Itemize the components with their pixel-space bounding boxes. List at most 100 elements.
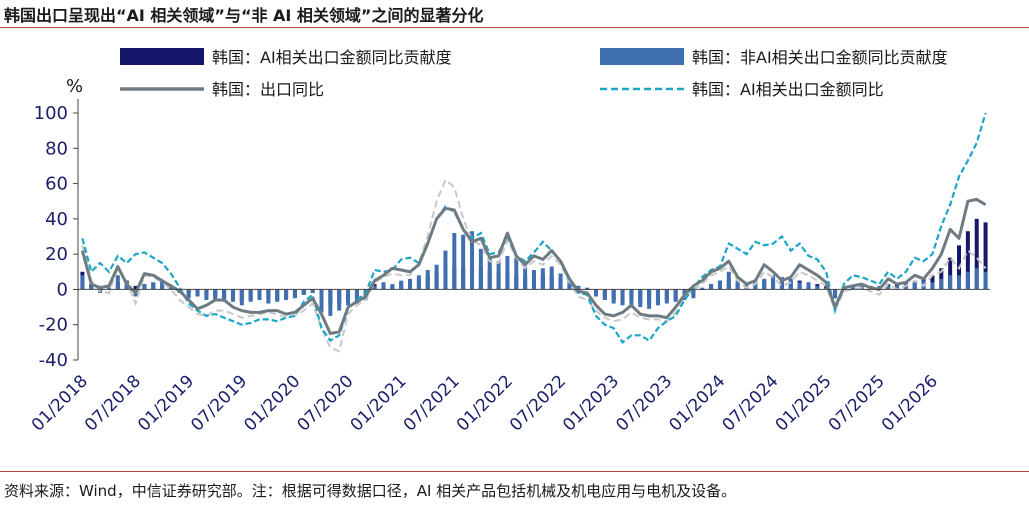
non-ai-bar [824,287,829,290]
non-ai-bar [797,282,802,290]
non-ai-bar [399,280,404,290]
non-ai-bar [115,275,120,290]
non-ai-bar [239,289,244,306]
x-tick-label: 01/2024 [665,371,729,435]
non-ai-bar [965,271,970,290]
y-axis-ticks: 100 80 60 40 20 0 -20 -40 [34,103,78,371]
non-ai-bar [974,268,979,290]
non-ai-bar [602,289,607,301]
non-ai-bar [124,284,129,290]
x-tick-label: 01/2020 [240,371,304,435]
y-tick-label: 60 [45,174,68,195]
x-tick-label: 01/2018 [28,371,92,435]
non-ai-bar [89,285,94,290]
x-tick-label: 07/2020 [294,371,358,435]
non-ai-bar [788,278,793,290]
non-ai-bar [204,289,209,301]
x-tick-label: 07/2022 [506,371,570,435]
non-ai-bar [886,285,891,290]
series-line-ai-export-yoy [81,112,987,345]
non-ai-bar [930,282,935,290]
non-ai-bar [487,257,492,290]
source-note: 资料来源：Wind，中信证券研究部。注：根据可得数据口径，AI 相关产品包括机械… [4,482,737,500]
non-ai-bar [248,289,253,302]
legend-item-1-swatch [600,48,684,65]
legend-item-3-label: 韩国：AI相关出口金额同比 [692,80,884,99]
non-ai-bar [833,289,838,299]
non-ai-bar [425,270,430,290]
non-ai-bar [284,289,289,301]
non-ai-bar [310,289,315,293]
non-ai-bar [638,289,643,308]
y-tick-label: -40 [39,350,68,371]
chart: 韩国：AI相关出口金额同比贡献度 韩国：非AI相关出口金额同比贡献度韩国：出口同比… [28,48,990,435]
non-ai-bar [735,280,740,290]
non-ai-bar [779,277,784,290]
y-axis-unit-label: % [66,76,83,97]
non-ai-bar [416,275,421,290]
x-tick-label: 01/2026 [878,371,942,435]
y-tick-label: 20 [45,244,68,265]
non-ai-bar [576,285,581,290]
line-series [80,112,987,353]
x-tick-label: 01/2022 [453,371,517,435]
non-ai-bar [230,289,235,302]
non-ai-bar [540,268,545,290]
ai-bar [965,231,970,290]
non-ai-bar [257,289,262,301]
x-tick-label: 07/2019 [187,371,251,435]
non-ai-bar [213,289,218,301]
non-ai-bar [328,289,333,316]
non-ai-bar [620,289,625,306]
y-tick-label: 100 [34,103,68,124]
non-ai-bar [452,232,457,290]
non-ai-bar [912,282,917,290]
non-ai-bar [691,289,696,299]
legend-item-0-label: 韩国：AI相关出口金额同比贡献度 [212,48,452,67]
non-ai-bar [470,231,475,290]
x-tick-label: 07/2021 [400,371,464,435]
non-ai-bar [726,271,731,290]
non-ai-bar [381,282,386,290]
non-ai-bar [434,264,439,290]
non-ai-bar [939,278,944,290]
x-tick-label: 07/2018 [81,371,145,435]
non-ai-bar [762,278,767,290]
non-ai-bar [850,285,855,290]
non-ai-bar [80,275,85,290]
non-ai-bar [505,255,510,290]
non-ai-bar [558,273,563,290]
non-ai-bar [275,289,280,302]
x-tick-label: 01/2019 [134,371,198,435]
non-ai-bar [815,285,820,290]
non-ai-bar [168,285,173,290]
non-ai-bar [186,289,191,299]
non-ai-bar [151,282,156,290]
non-ai-bar [390,284,395,290]
non-ai-bar [523,266,528,290]
non-ai-bar [301,289,306,295]
series-line-export-yoy [80,197,987,335]
non-ai-bar [655,289,660,306]
y-tick-label: -20 [39,315,68,336]
legend: 韩国：AI相关出口金额同比贡献度 韩国：非AI相关出口金额同比贡献度韩国：出口同比… [120,48,948,99]
x-tick-label: 01/2023 [559,371,623,435]
non-ai-bar [443,250,448,290]
non-ai-bar [948,275,953,290]
non-ai-bar [222,289,227,302]
x-tick-label: 01/2025 [772,371,836,435]
non-ai-bar [106,287,111,290]
x-axis-ticks: 01/201807/201801/201907/201901/202007/20… [28,371,942,435]
ai-bar [133,285,138,290]
non-ai-bar [585,287,590,290]
non-ai-bar [195,289,200,297]
non-ai-contribution-bars [80,231,988,316]
non-ai-bar [478,248,483,290]
x-tick-label: 07/2023 [612,371,676,435]
y-tick-label: 0 [57,279,68,300]
non-ai-bar [647,289,652,309]
non-ai-bar [160,280,165,290]
title-divider [0,27,1029,28]
non-ai-bar [673,289,678,302]
non-ai-bar [514,257,519,290]
